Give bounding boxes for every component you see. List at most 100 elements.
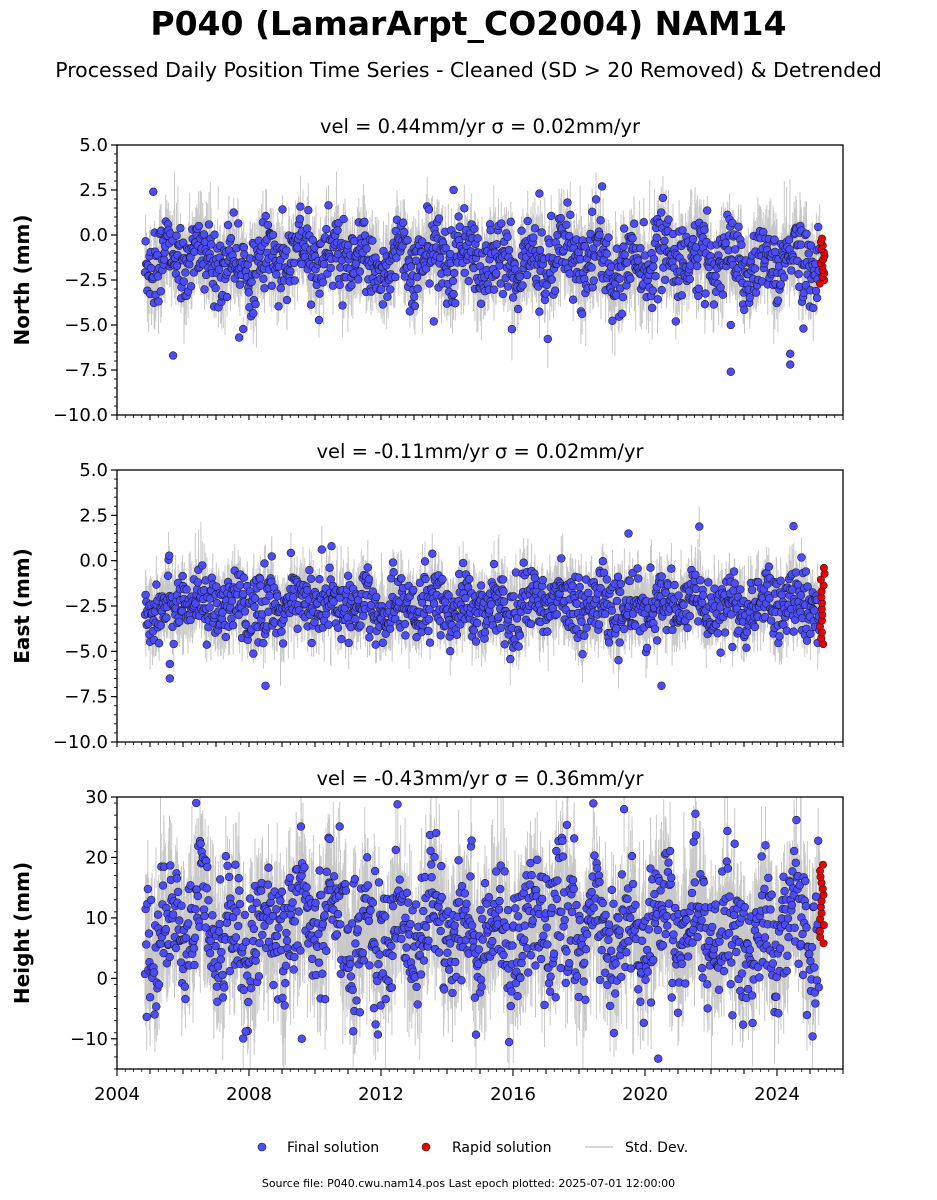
east-final-point xyxy=(293,624,302,633)
height-final-point xyxy=(589,903,598,912)
north-final-point xyxy=(200,285,209,294)
height-final-point xyxy=(511,904,520,913)
height-final-point xyxy=(812,976,822,985)
east-final-point xyxy=(487,600,496,609)
east-final-point xyxy=(494,612,503,621)
height-final-point xyxy=(809,902,818,911)
north-final-point xyxy=(550,286,560,295)
north-final-point xyxy=(449,185,458,195)
height-final-point xyxy=(375,950,384,959)
height-final-point xyxy=(296,822,306,831)
height-final-point xyxy=(388,902,398,911)
north-final-point xyxy=(503,282,513,291)
north-final-point xyxy=(814,222,823,232)
north-final-point xyxy=(787,266,796,275)
height-final-point xyxy=(406,919,415,929)
height-final-point xyxy=(810,963,819,972)
north-final-point xyxy=(259,274,268,283)
height-final-point xyxy=(538,894,547,904)
height-final-point xyxy=(346,972,356,981)
height-final-point xyxy=(663,921,672,930)
height-final-point xyxy=(175,916,184,925)
height-final-point xyxy=(563,902,573,911)
east-final-point xyxy=(417,628,426,637)
height-final-point xyxy=(364,916,374,926)
north-final-point xyxy=(537,228,546,237)
height-final-point xyxy=(411,900,421,909)
height-final-point xyxy=(726,980,735,989)
height-final-point xyxy=(190,960,199,970)
east-final-point xyxy=(221,632,230,642)
height-final-point xyxy=(784,933,793,942)
height-final-point xyxy=(172,874,182,883)
east-final-point xyxy=(791,568,800,577)
east-final-point xyxy=(796,591,806,600)
height-final-point xyxy=(687,888,697,898)
north-final-point xyxy=(240,250,249,259)
height-final-point xyxy=(526,858,535,868)
height-final-point xyxy=(311,898,320,907)
east-final-point xyxy=(401,631,410,640)
height-rapid-point xyxy=(816,927,824,936)
height-final-point xyxy=(144,929,154,938)
height-final-point xyxy=(801,902,811,911)
height-final-point xyxy=(149,968,159,977)
height-final-point xyxy=(296,946,305,955)
height-final-point xyxy=(499,950,508,960)
height-final-point xyxy=(426,846,435,856)
east-final-point xyxy=(797,553,806,562)
north-final-point xyxy=(786,360,795,369)
north-rapid-points xyxy=(815,234,829,288)
height-final-point xyxy=(300,863,309,872)
north-ytick-label: −2.5 xyxy=(64,270,108,291)
north-final-point xyxy=(541,289,550,298)
east-final-point xyxy=(642,643,652,653)
east-final-point xyxy=(363,563,372,572)
east-final-point xyxy=(198,561,207,570)
north-final-point xyxy=(513,304,523,314)
height-final-point xyxy=(335,822,344,831)
east-ytick-label: −10.0 xyxy=(53,732,108,753)
height-final-point xyxy=(526,951,536,960)
north-final-point xyxy=(566,210,575,219)
east-final-point xyxy=(506,654,515,664)
height-final-point xyxy=(614,914,623,923)
east-final-point xyxy=(212,582,221,591)
height-final-point xyxy=(545,987,555,996)
east-final-point xyxy=(696,576,705,585)
height-final-point xyxy=(641,975,650,984)
height-final-point xyxy=(373,1030,383,1039)
height-final-point xyxy=(634,985,643,994)
height-final-point xyxy=(703,980,712,989)
height-final-point xyxy=(251,956,260,965)
east-final-point xyxy=(165,659,174,669)
north-final-point xyxy=(448,276,458,286)
east-final-point xyxy=(264,607,273,616)
height-final-point xyxy=(234,874,243,883)
north-final-point xyxy=(234,219,243,228)
height-final-point xyxy=(766,905,775,914)
north-final-point xyxy=(595,230,604,240)
height-final-point xyxy=(682,915,691,924)
height-final-point xyxy=(724,951,733,960)
north-final-point xyxy=(618,293,628,302)
east-final-point xyxy=(378,638,388,647)
height-xtick-label: 2020 xyxy=(622,1084,668,1105)
height-final-point xyxy=(150,1010,159,1019)
height-final-point xyxy=(329,872,339,881)
height-final-point xyxy=(290,952,299,962)
height-final-point xyxy=(711,900,720,909)
east-final-point xyxy=(575,582,584,592)
height-final-point xyxy=(517,958,526,968)
height-final-point xyxy=(814,836,823,845)
height-final-point xyxy=(395,875,404,884)
height-final-point xyxy=(558,852,568,861)
north-final-point xyxy=(565,231,574,241)
height-final-point xyxy=(152,1002,161,1011)
east-ytick-label: −5.0 xyxy=(64,641,108,662)
height-ytick-label: −10 xyxy=(70,1029,108,1050)
north-final-point xyxy=(700,225,709,234)
height-final-point xyxy=(792,815,801,825)
height-final-point xyxy=(661,930,670,939)
height-final-point xyxy=(807,943,817,952)
